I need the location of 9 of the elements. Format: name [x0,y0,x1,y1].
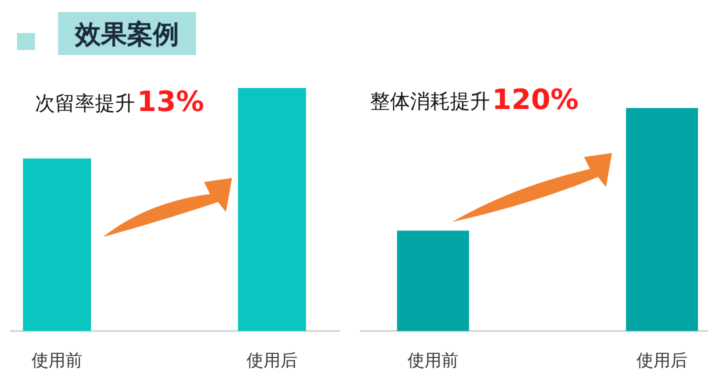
x-tick-label: 使用前 [408,351,458,371]
x-tick-label: 使用前 [32,351,82,371]
text: 效果案例 [74,20,179,50]
chart-subtitle: 120% [492,83,579,116]
x-tick-label: 使用后 [636,351,688,371]
chart-subtitle: 13% [137,85,204,118]
chart-title: 整体消耗提升 [370,89,490,113]
x-tick-label: 使用后 [246,351,298,371]
chart-title: 次留率提升 [35,91,135,115]
